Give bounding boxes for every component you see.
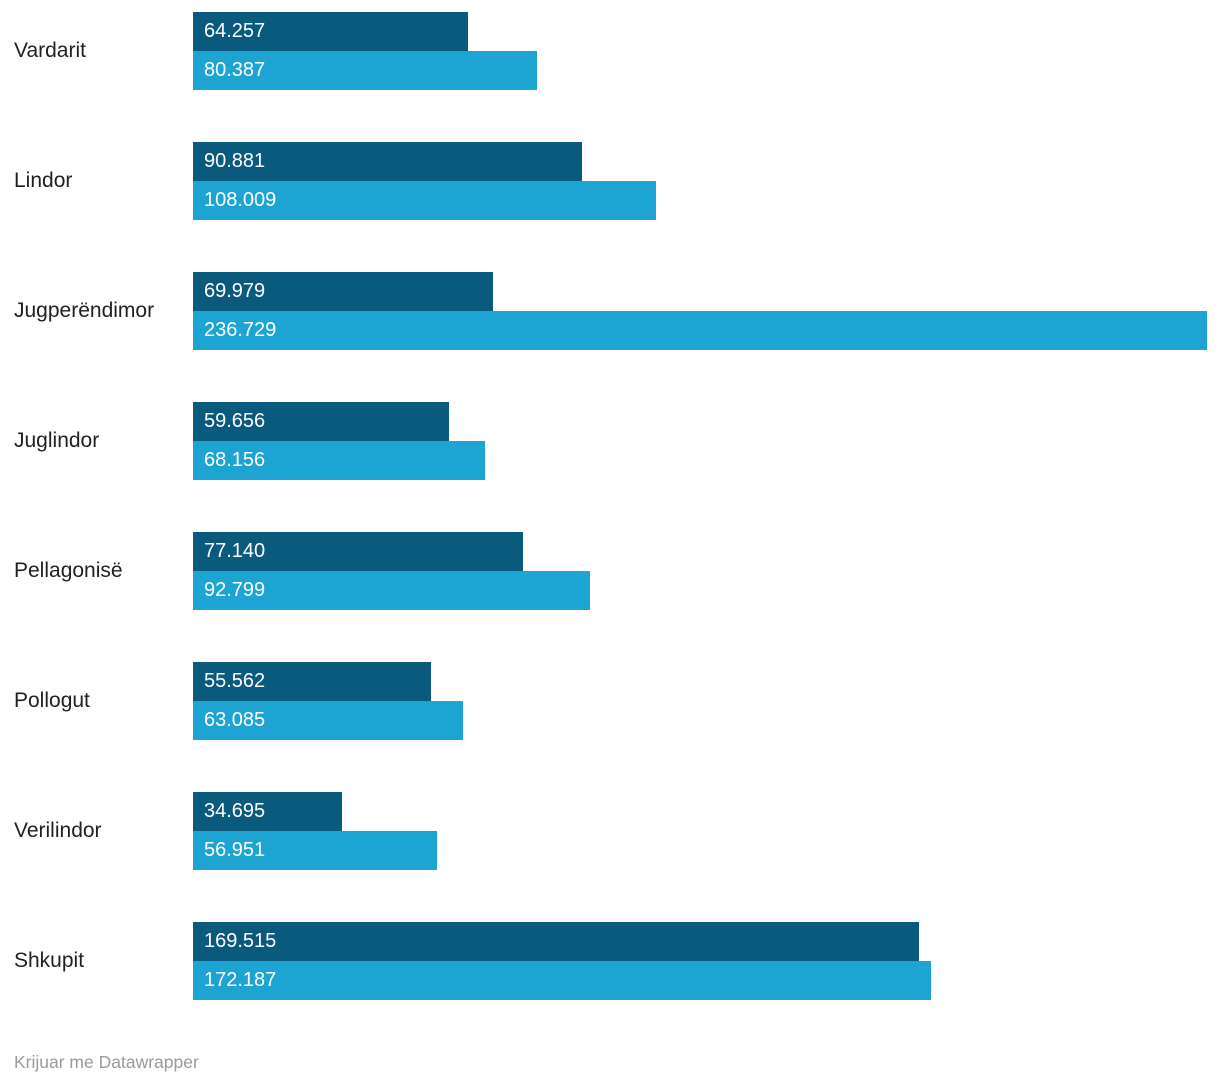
chart-rows: Vardarit 64.257 80.387 Lindor 90.881 108… (0, 12, 1220, 1000)
bar-series-bottom[interactable]: 68.156 (193, 441, 485, 480)
category-label: Juglindor (14, 429, 100, 453)
bar-value-label: 64.257 (204, 20, 266, 42)
category-group: Verilindor 34.695 56.951 (0, 792, 1220, 870)
category-group: Vardarit 64.257 80.387 (0, 12, 1220, 90)
bar-value-label: 108.009 (204, 189, 277, 211)
bar-value-label: 77.140 (204, 540, 266, 562)
bar-pair: 90.881 108.009 (193, 142, 1207, 220)
category-label: Pollogut (14, 689, 90, 713)
bar-pair: 69.979 236.729 (193, 272, 1207, 350)
bar-pair: 64.257 80.387 (193, 12, 1207, 90)
bar-value-label: 56.951 (204, 839, 266, 861)
category-group: Pollogut 55.562 63.085 (0, 662, 1220, 740)
bar-series-bottom[interactable]: 172.187 (193, 961, 931, 1000)
bar-pair: 77.140 92.799 (193, 532, 1207, 610)
bar-series-top[interactable]: 69.979 (193, 272, 493, 311)
bar-series-bottom[interactable]: 63.085 (193, 701, 464, 740)
bar-series-top[interactable]: 77.140 (193, 532, 524, 571)
bar-series-bottom[interactable]: 92.799 (193, 571, 591, 610)
category-label: Pellagonisë (14, 559, 123, 583)
bar-pair: 59.656 68.156 (193, 402, 1207, 480)
bar-series-bottom[interactable]: 108.009 (193, 181, 656, 220)
category-group: Pellagonisë 77.140 92.799 (0, 532, 1220, 610)
category-label: Jugperëndimor (14, 299, 155, 323)
bar-series-bottom[interactable]: 236.729 (193, 311, 1207, 350)
bar-pair: 34.695 56.951 (193, 792, 1207, 870)
category-label: Shkupit (14, 949, 85, 973)
bar-series-bottom[interactable]: 80.387 (193, 51, 538, 90)
bar-value-label: 172.187 (204, 969, 277, 991)
bar-value-label: 236.729 (204, 319, 277, 341)
bar-pair: 169.515 172.187 (193, 922, 1207, 1000)
bar-value-label: 63.085 (204, 709, 266, 731)
bar-series-top[interactable]: 59.656 (193, 402, 449, 441)
category-label: Verilindor (14, 819, 102, 843)
bar-value-label: 59.656 (204, 410, 266, 432)
bar-series-top[interactable]: 34.695 (193, 792, 342, 831)
bar-series-top[interactable]: 55.562 (193, 662, 431, 701)
category-label: Vardarit (14, 39, 86, 63)
bar-value-label: 92.799 (204, 579, 266, 601)
category-label: Lindor (14, 169, 73, 193)
bar-value-label: 169.515 (204, 930, 277, 952)
category-group: Jugperëndimor 69.979 236.729 (0, 272, 1220, 350)
bar-value-label: 55.562 (204, 670, 266, 692)
attribution-text: Krijuar me Datawrapper (14, 1052, 199, 1072)
bar-series-top[interactable]: 64.257 (193, 12, 469, 51)
bar-series-top[interactable]: 169.515 (193, 922, 920, 961)
bar-series-top[interactable]: 90.881 (193, 142, 583, 181)
bar-pair: 55.562 63.085 (193, 662, 1207, 740)
category-group: Shkupit 169.515 172.187 (0, 922, 1220, 1000)
bar-value-label: 90.881 (204, 150, 266, 172)
bar-series-bottom[interactable]: 56.951 (193, 831, 437, 870)
bar-value-label: 68.156 (204, 449, 266, 471)
bar-value-label: 34.695 (204, 800, 266, 822)
bar-value-label: 69.979 (204, 280, 266, 302)
bar-value-label: 80.387 (204, 59, 266, 81)
category-group: Lindor 90.881 108.009 (0, 142, 1220, 220)
category-group: Juglindor 59.656 68.156 (0, 402, 1220, 480)
